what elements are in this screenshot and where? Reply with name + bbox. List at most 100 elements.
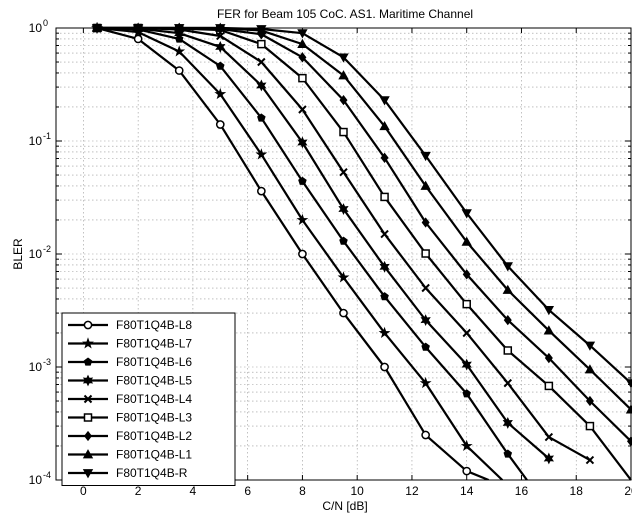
data-point — [297, 136, 308, 149]
data-point — [338, 53, 349, 63]
y-tick-label: 10 — [29, 21, 43, 35]
y-tick-exponent: -2 — [43, 244, 51, 254]
data-point — [502, 416, 513, 429]
y-tick-label: 10 — [29, 247, 43, 261]
data-point — [83, 357, 93, 366]
data-point — [255, 148, 268, 160]
data-point — [585, 395, 594, 407]
data-point — [133, 34, 143, 44]
legend-label: F80T1Q4B-L1 — [116, 448, 192, 462]
data-point — [421, 342, 430, 351]
plot-frame — [55, 27, 632, 481]
data-point — [421, 249, 430, 258]
legend-label: F80T1Q4B-L6 — [116, 355, 192, 369]
data-point — [420, 151, 431, 162]
data-point — [339, 127, 348, 137]
chart-title: FER for Beam 105 CoC. AS1. Maritime Chan… — [217, 7, 473, 21]
data-point — [380, 152, 389, 163]
data-point — [215, 120, 225, 129]
legend-item: F80T1Q4B-L5 — [68, 374, 192, 388]
data-point — [339, 308, 348, 318]
data-point — [421, 430, 430, 440]
data-point — [544, 352, 553, 364]
data-point — [420, 314, 431, 327]
data-point — [502, 284, 513, 294]
data-point — [462, 299, 471, 309]
data-point — [83, 430, 93, 442]
legend-label: F80T1Q4B-R — [116, 466, 188, 480]
data-point — [421, 217, 430, 228]
x-tick-label: 4 — [190, 484, 197, 498]
legend-item: F80T1Q4B-L4 — [68, 392, 192, 406]
data-point — [214, 87, 227, 100]
data-point — [380, 192, 389, 202]
data-point — [337, 271, 350, 283]
x-tick-label: 14 — [460, 484, 474, 498]
x-tick-label: 12 — [405, 484, 419, 498]
data-point — [298, 176, 307, 185]
legend-label: F80T1Q4B-L7 — [116, 337, 192, 351]
data-point — [379, 260, 390, 273]
y-tick-exponent: 0 — [43, 18, 48, 28]
data-point — [297, 29, 308, 39]
data-point — [339, 236, 348, 245]
series-line — [97, 26, 528, 480]
data-point — [462, 328, 471, 338]
legend-item: F80T1Q4B-L8 — [68, 318, 192, 332]
data-point — [380, 362, 389, 372]
y-tick-exponent: -1 — [43, 131, 51, 141]
y-tick-exponent: -4 — [43, 470, 51, 480]
legend-label: F80T1Q4B-L3 — [116, 411, 192, 425]
legend: F80T1Q4B-L8 F80T1Q4B-L7 F80T1Q4B-L6 F80T1Q4… — [61, 312, 236, 486]
x-tick-label: 16 — [515, 484, 529, 498]
data-point — [380, 292, 389, 301]
data-point — [503, 346, 513, 355]
data-point — [338, 203, 349, 215]
legend-label: F80T1Q4B-L8 — [116, 318, 192, 332]
legend-item: F80T1Q4B-L3 — [68, 411, 192, 425]
data-point — [216, 61, 225, 70]
x-tick-label: 6 — [244, 484, 251, 498]
data-point — [83, 320, 93, 330]
data-point — [256, 79, 267, 92]
data-point — [339, 167, 348, 177]
data-point — [298, 52, 307, 63]
data-point — [461, 236, 472, 246]
series-line — [97, 26, 550, 460]
x-axis-title: C/N [dB] — [322, 499, 367, 513]
data-point — [584, 364, 596, 374]
data-point — [462, 466, 472, 476]
data-point — [462, 389, 471, 398]
legend-label: F80T1Q4B-L4 — [116, 392, 192, 406]
data-point — [544, 381, 554, 391]
data-point — [174, 66, 184, 75]
data-point — [338, 70, 349, 80]
series-f80t1q4b-l8 — [92, 23, 490, 480]
data-point — [379, 120, 390, 131]
data-point — [256, 25, 267, 35]
data-point — [421, 283, 430, 293]
data-point — [257, 57, 266, 67]
x-tick-label: 18 — [570, 484, 584, 498]
y-tick-label: 10 — [29, 360, 43, 374]
data-point — [298, 105, 307, 114]
data-point — [298, 249, 307, 259]
legend-item: F80T1Q4B-L7 — [68, 337, 192, 351]
data-point — [83, 413, 93, 422]
data-point — [82, 337, 94, 349]
data-point — [503, 314, 512, 326]
data-point — [298, 73, 307, 83]
y-tick-exponent: -3 — [43, 357, 51, 367]
legend-item: F80T1Q4B-L6 — [68, 355, 192, 369]
data-point — [297, 38, 308, 49]
data-point — [378, 326, 391, 339]
data-point — [585, 421, 595, 431]
data-point — [543, 306, 555, 316]
data-point — [419, 376, 432, 389]
data-point — [503, 449, 513, 458]
data-point — [296, 213, 309, 226]
legend-label: F80T1Q4B-L5 — [116, 374, 192, 388]
data-point — [257, 39, 266, 49]
data-point — [379, 96, 390, 106]
